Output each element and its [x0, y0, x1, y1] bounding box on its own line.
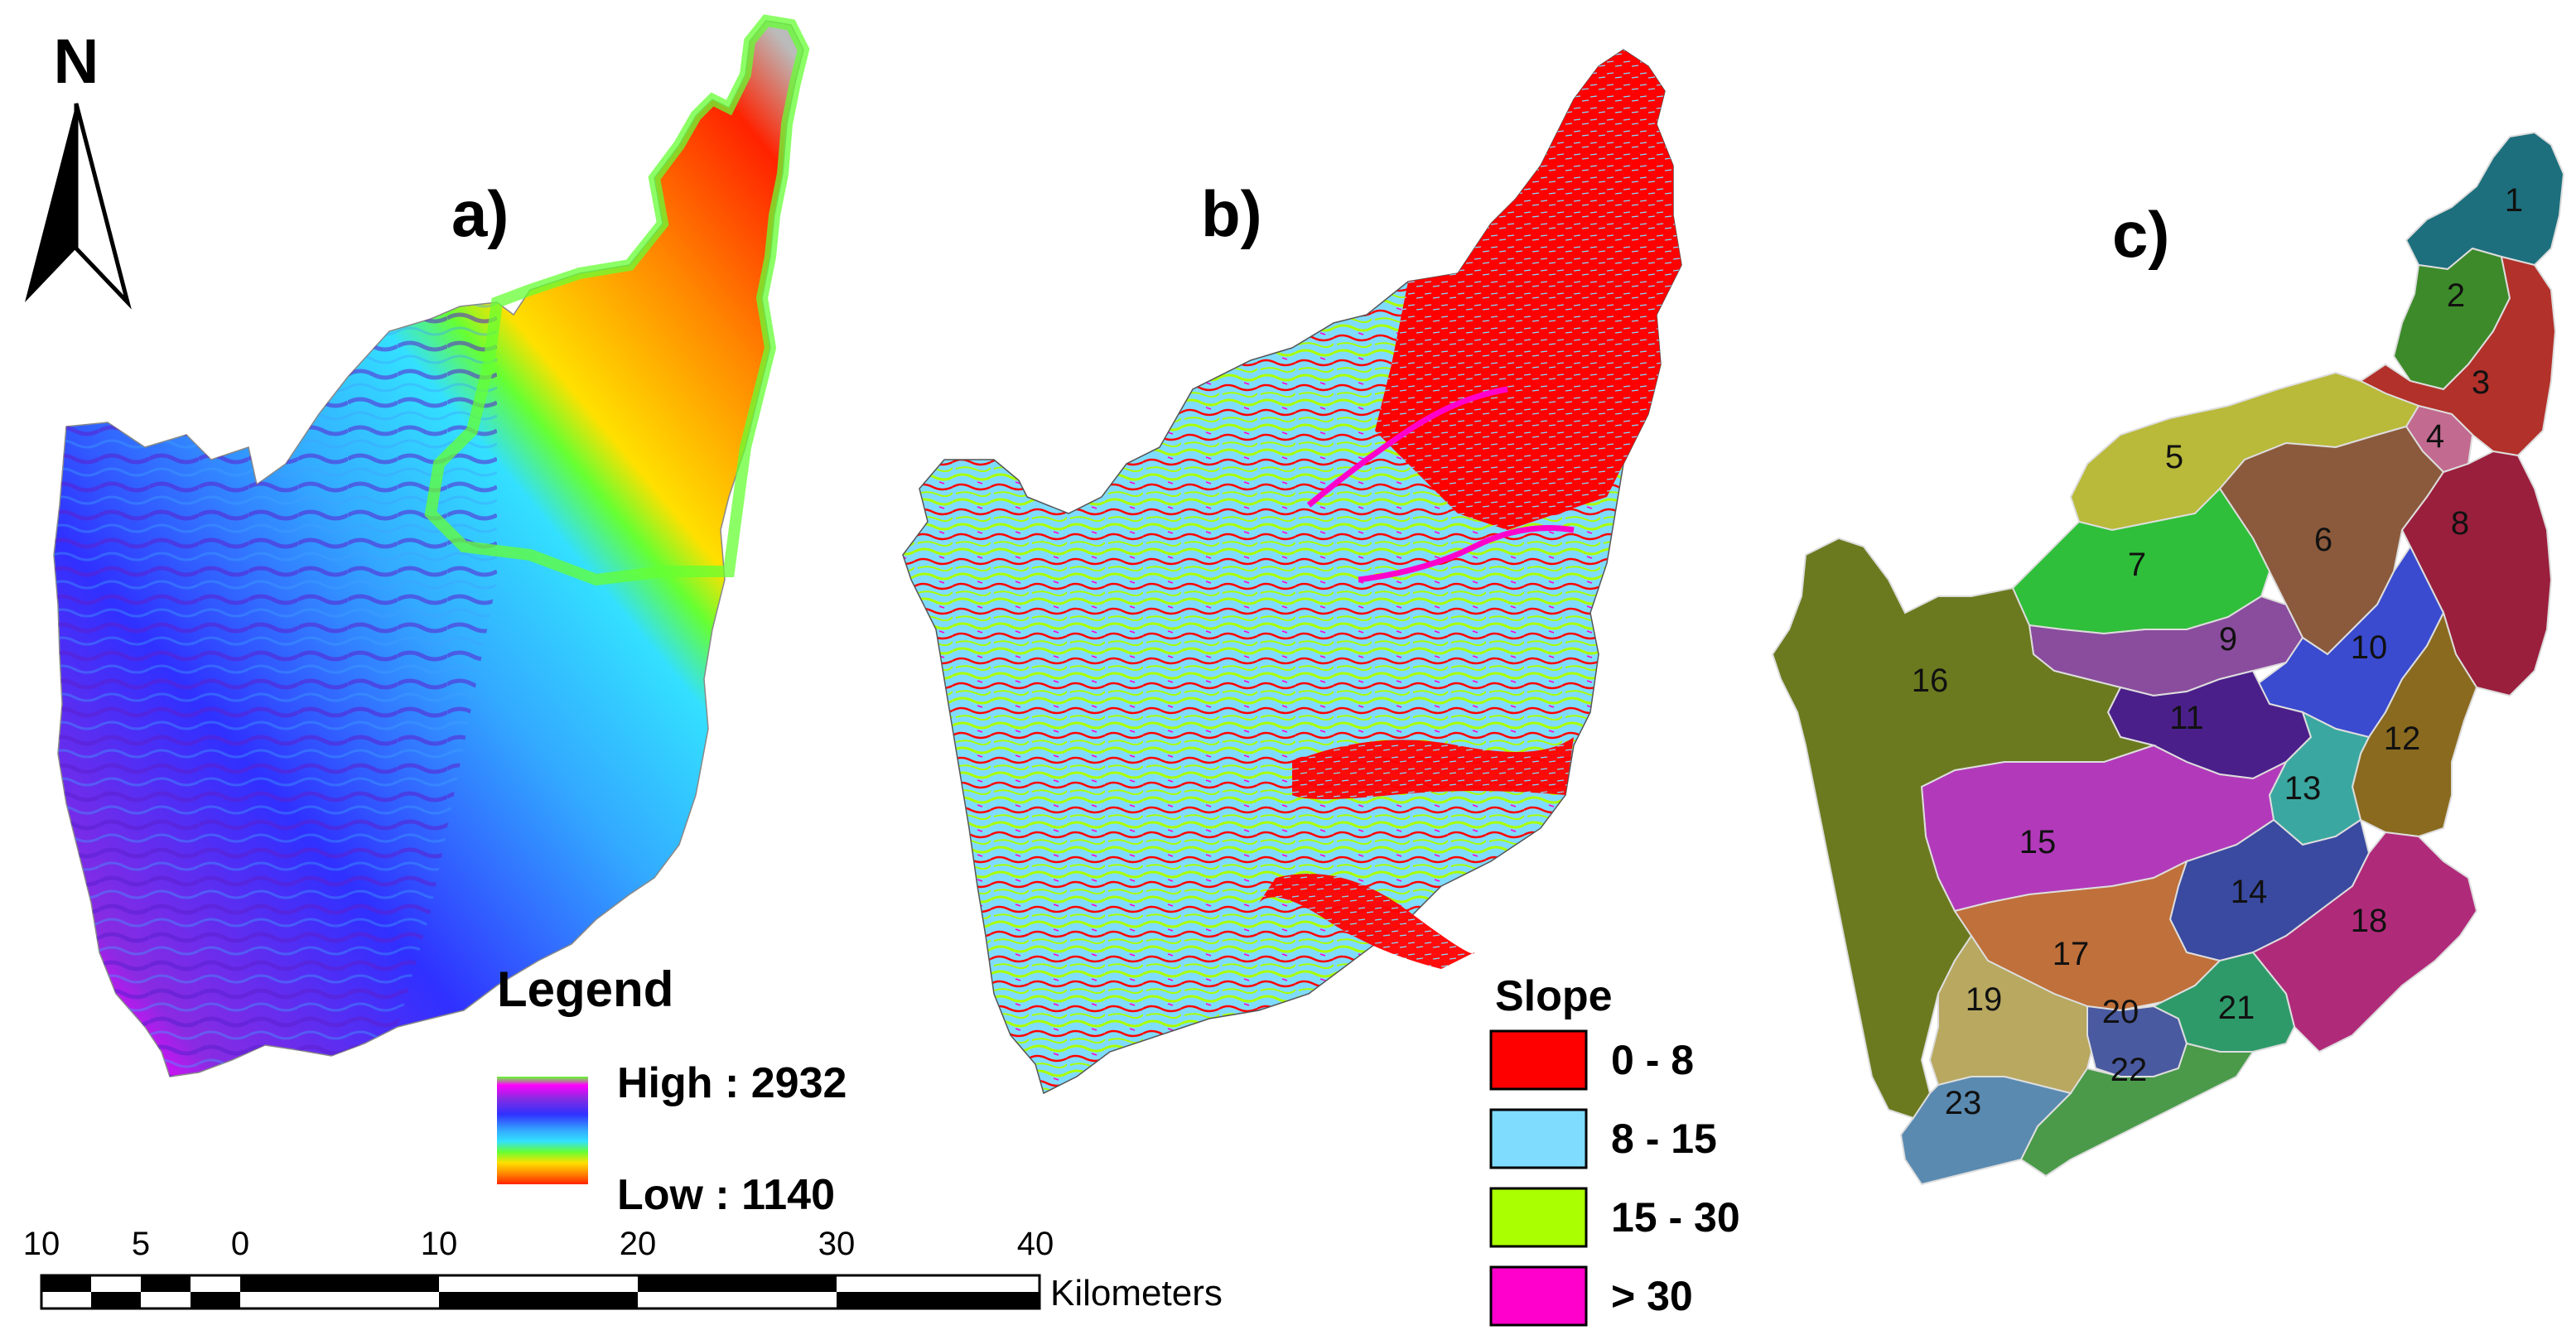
- subbasin-label: 19: [1966, 981, 2003, 1018]
- subbasin-label: 10: [2351, 629, 2388, 666]
- scale-tick-label: 5: [132, 1226, 150, 1262]
- subbasin-8: [2400, 450, 2553, 697]
- subbasin-label: 22: [2110, 1052, 2148, 1088]
- panel-b-flat-upland-zone: [1375, 50, 1681, 530]
- panel-a-elevation-map: [53, 14, 810, 1077]
- elevation-low-label: Low : 1140: [617, 1171, 835, 1219]
- scale-block: [191, 1292, 240, 1308]
- scale-block: [41, 1275, 91, 1292]
- scale-block: [141, 1275, 191, 1292]
- scale-block: [41, 1292, 91, 1308]
- slope-class-label: 8 - 15: [1611, 1116, 1717, 1162]
- slope-legend: Slope 0 - 8 8 - 15 15 - 30 > 30: [1489, 972, 1740, 1327]
- elevation-legend-title: Legend: [497, 961, 673, 1017]
- slope-class-swatch: [1489, 1187, 1588, 1248]
- scale-block: [439, 1292, 638, 1308]
- subbasin-label: 8: [2451, 505, 2469, 542]
- slope-legend-title: Slope: [1495, 972, 1613, 1020]
- subbasin-label: 16: [1912, 663, 1949, 699]
- panel-a-highland-band: [424, 14, 810, 586]
- scale-block: [638, 1292, 837, 1308]
- subbasin-label: 1: [2505, 182, 2523, 219]
- scale-tick-label: 40: [1017, 1226, 1054, 1262]
- subbasin-1: [2405, 131, 2565, 271]
- panel-b-slope-map: [902, 49, 1682, 1095]
- slope-class-label: 15 - 30: [1611, 1194, 1740, 1241]
- subbasin-label: 23: [1945, 1085, 1982, 1121]
- subbasin-label: 7: [2128, 547, 2146, 583]
- panel-b-valley-flat-1: [1292, 737, 1574, 799]
- slope-class-swatch: [1489, 1265, 1588, 1327]
- subbasin-label: 6: [2314, 522, 2332, 558]
- subbasin-18: [2251, 831, 2478, 1053]
- slope-class-swatch: [1489, 1029, 1588, 1091]
- scale-tick-label: 10: [421, 1226, 458, 1262]
- scale-tick-label: 30: [818, 1226, 856, 1262]
- panel-b-valley-flat-2: [1259, 874, 1474, 969]
- scale-bar: 10 5 0 10 20 30 40 Kilometers: [23, 1226, 1223, 1313]
- scale-unit-label: Kilometers: [1050, 1273, 1223, 1313]
- subbasin-label: 18: [2351, 903, 2388, 939]
- scale-tick-label: 20: [620, 1226, 657, 1262]
- subbasin-label: 11: [2169, 700, 2204, 736]
- panel-c-label: c): [2112, 198, 2169, 271]
- scale-block: [240, 1292, 439, 1308]
- subbasin-label: 3: [2472, 364, 2490, 401]
- scale-tick-label: 10: [23, 1226, 60, 1262]
- scale-tick-label: 0: [231, 1226, 249, 1262]
- panel-a-relief-texture: [54, 302, 497, 1077]
- subbasin-22: [2019, 1042, 2255, 1178]
- subbasin-label: 5: [2165, 439, 2183, 475]
- elevation-high-label: High : 2932: [617, 1059, 847, 1107]
- slope-class-label: 0 - 8: [1611, 1037, 1694, 1083]
- slope-class-swatch: [1489, 1108, 1588, 1169]
- scale-block: [240, 1275, 439, 1292]
- panel-b-label: b): [1201, 177, 1262, 250]
- elevation-legend: Legend High : 2932 Low : 1140: [497, 961, 847, 1219]
- north-label: N: [54, 27, 99, 97]
- scale-block: [91, 1292, 141, 1308]
- subbasin-21: [2151, 951, 2296, 1053]
- north-arrow-icon: N: [25, 27, 132, 310]
- subbasin-label: 17: [2053, 936, 2090, 972]
- scale-block: [837, 1275, 1040, 1292]
- subbasin-label: 4: [2426, 418, 2444, 455]
- scale-block: [439, 1275, 638, 1292]
- subbasin-label: 14: [2231, 874, 2268, 910]
- scale-block: [141, 1292, 191, 1308]
- subbasin-label: 21: [2218, 990, 2255, 1026]
- subbasin-label: 9: [2219, 621, 2237, 658]
- scale-block: [191, 1275, 240, 1292]
- scale-block: [91, 1275, 141, 1292]
- scale-block: [837, 1292, 1040, 1308]
- subbasin-label: 20: [2102, 994, 2139, 1030]
- subbasin-label: 13: [2284, 770, 2322, 807]
- scale-block: [638, 1275, 837, 1292]
- panel-b-steep-gorge: [1306, 386, 1575, 583]
- panel-a-label: a): [451, 177, 509, 250]
- subbasin-label: 15: [2019, 824, 2057, 860]
- elevation-color-ramp: [497, 1077, 588, 1184]
- slope-class-label: > 30: [1611, 1273, 1693, 1319]
- subbasin-label: 12: [2384, 721, 2421, 757]
- subbasin-23: [1899, 1076, 2072, 1186]
- subbasin-label: 2: [2447, 277, 2465, 314]
